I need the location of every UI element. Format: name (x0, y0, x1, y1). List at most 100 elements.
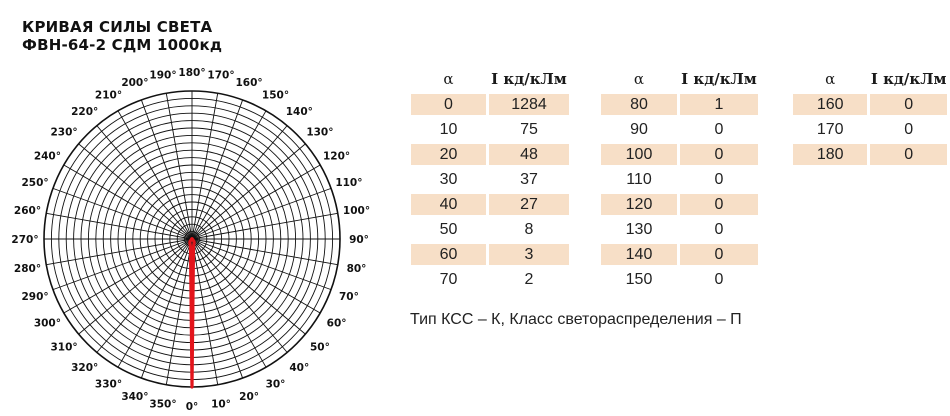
angle-tick-label: 300° (34, 318, 61, 330)
angle-cell: 170 (816, 120, 844, 138)
grid-spoke (191, 125, 288, 240)
angle-cell: 30 (439, 170, 458, 188)
intensity-cell: 0 (904, 120, 914, 138)
grid-spoke (191, 238, 267, 368)
grid-spoke (165, 93, 193, 240)
angle-cell: 60 (411, 244, 486, 265)
grid-spoke (191, 143, 306, 240)
grid-spoke (78, 238, 193, 335)
angle-tick-label: 170° (207, 70, 234, 82)
angle-cell: 150 (625, 270, 653, 288)
grid-spoke (191, 164, 321, 240)
alpha-header: α (443, 70, 454, 88)
table-row: 60 3 (411, 244, 569, 265)
grid-spoke (63, 238, 193, 314)
angle-tick-label: 160° (236, 77, 263, 89)
angle-tick-label: 70° (339, 291, 359, 303)
alpha-header: α (633, 70, 645, 88)
intensity-header: I кд/кЛм (870, 70, 947, 88)
table-row: 100 0 (601, 144, 758, 165)
intensity-cell: 0 (714, 220, 724, 238)
angle-tick-label: 220° (71, 106, 98, 118)
angle-tick-label: 330° (95, 379, 122, 391)
intensity-header: I кд/кЛм (681, 70, 757, 88)
angle-tick-label: 10° (211, 399, 231, 411)
grid-spoke (191, 238, 244, 379)
angle-tick-label: 230° (51, 127, 78, 139)
angle-tick-label: 320° (71, 362, 98, 374)
table-row: 180 0 (793, 144, 947, 165)
angle-tick-label: 190° (149, 70, 176, 82)
intensity-cell: 0 (870, 144, 947, 165)
table-row: 70 2 (411, 269, 569, 290)
table-header-row: α I кд/кЛм (411, 68, 569, 90)
angle-tick-label: 310° (51, 341, 78, 353)
grid-spoke (191, 238, 332, 291)
intensity-cell: 0 (680, 144, 758, 165)
angle-cell: 20 (411, 144, 486, 165)
angle-tick-label: 60° (327, 318, 347, 330)
angle-tick-label: 340° (121, 391, 148, 403)
angle-tick-label: 290° (22, 291, 49, 303)
grid-spoke (96, 125, 193, 240)
intensity-cell: 0 (714, 170, 724, 188)
table-row: 170 0 (793, 119, 947, 140)
table-row: 80 1 (601, 94, 758, 115)
grid-spoke (140, 238, 193, 379)
intensity-cell: 0 (680, 244, 758, 265)
chart-title-line1: КРИВАЯ СИЛЫ СВЕТА (22, 18, 213, 36)
grid-spoke (96, 238, 193, 353)
angle-cell: 90 (630, 120, 648, 138)
table-row: 0 1284 (411, 94, 569, 115)
table-row: 30 37 (411, 169, 569, 190)
angle-cell: 180 (793, 144, 868, 165)
angle-tick-label: 90° (349, 234, 369, 246)
curve-point (191, 237, 193, 240)
angle-tick-label: 280° (14, 263, 41, 275)
angle-tick-label: 140° (286, 106, 313, 118)
grid-spoke (140, 99, 193, 240)
intensity-curve (188, 237, 196, 389)
grid-spoke (52, 238, 193, 291)
angle-cell: 120 (601, 194, 677, 215)
grid-spoke (191, 238, 321, 314)
angle-tick-label: 50° (310, 341, 330, 353)
alpha-header: α (825, 70, 836, 88)
grid-spoke (191, 238, 306, 335)
grid-spoke (117, 110, 193, 240)
table-row: 90 0 (601, 119, 758, 140)
angle-tick-label: 110° (335, 177, 362, 189)
polar-chart: 0° 10° 20° 30°40°50° 60° 70° 80° 90° 100° 110° 120… (11, 67, 370, 413)
grid-spoke (191, 238, 219, 385)
curve-point (193, 240, 195, 243)
angle-cell: 80 (601, 94, 677, 115)
grid-spoke (191, 238, 288, 353)
intensity-cell: 1 (680, 94, 758, 115)
intensity-cell: 37 (520, 170, 538, 188)
distribution-type-note: Тип КСС – К, Класс светораспределения – … (410, 311, 742, 328)
table-header-row: α I кд/кЛм (793, 68, 947, 90)
table-row: 110 0 (601, 169, 758, 190)
angle-tick-label: 20° (239, 391, 259, 403)
intensity-cell: 75 (520, 120, 538, 138)
angle-cell: 40 (411, 194, 486, 215)
curve-point (193, 243, 195, 245)
table-row: 130 0 (601, 219, 758, 240)
angle-tick-label: 180° (178, 67, 205, 79)
table-row: 150 0 (601, 269, 758, 290)
angle-tick-label: 100° (343, 205, 370, 217)
angle-tick-label: 30° (266, 379, 286, 391)
angle-cell: 70 (439, 270, 458, 288)
table-row: 160 0 (793, 94, 947, 115)
table-row: 140 0 (601, 244, 758, 265)
table-row: 10 75 (411, 119, 569, 140)
table-row: 120 0 (601, 194, 758, 215)
angle-tick-label: 40° (289, 362, 309, 374)
angle-cell: 0 (411, 94, 486, 115)
intensity-header: I кд/кЛм (491, 70, 567, 88)
intensity-curve-line (188, 237, 196, 389)
intensity-cell: 0 (870, 94, 947, 115)
grid-spoke (52, 187, 193, 240)
angle-tick-label: 80° (347, 263, 367, 275)
